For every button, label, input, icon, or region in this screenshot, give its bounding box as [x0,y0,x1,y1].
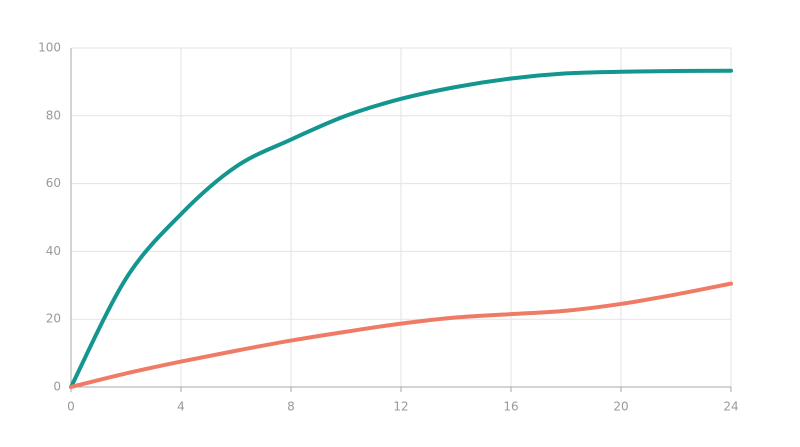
x-tick-label: 0 [67,400,75,414]
x-tick-label: 8 [287,400,295,414]
y-tick-label: 40 [46,244,61,258]
x-tick-label: 12 [393,400,408,414]
y-tick-label: 80 [46,108,61,122]
y-tick-label: 0 [53,380,61,394]
y-tick-label: 20 [46,312,61,326]
x-tick-label: 4 [177,400,185,414]
series-line [69,281,733,389]
x-tick-label: 20 [613,400,628,414]
x-tick-label: 16 [503,400,518,414]
x-tick-label: 24 [723,400,738,414]
y-tick-label: 100 [38,41,61,55]
y-tick-label: 60 [46,176,61,190]
series-line [69,68,733,389]
